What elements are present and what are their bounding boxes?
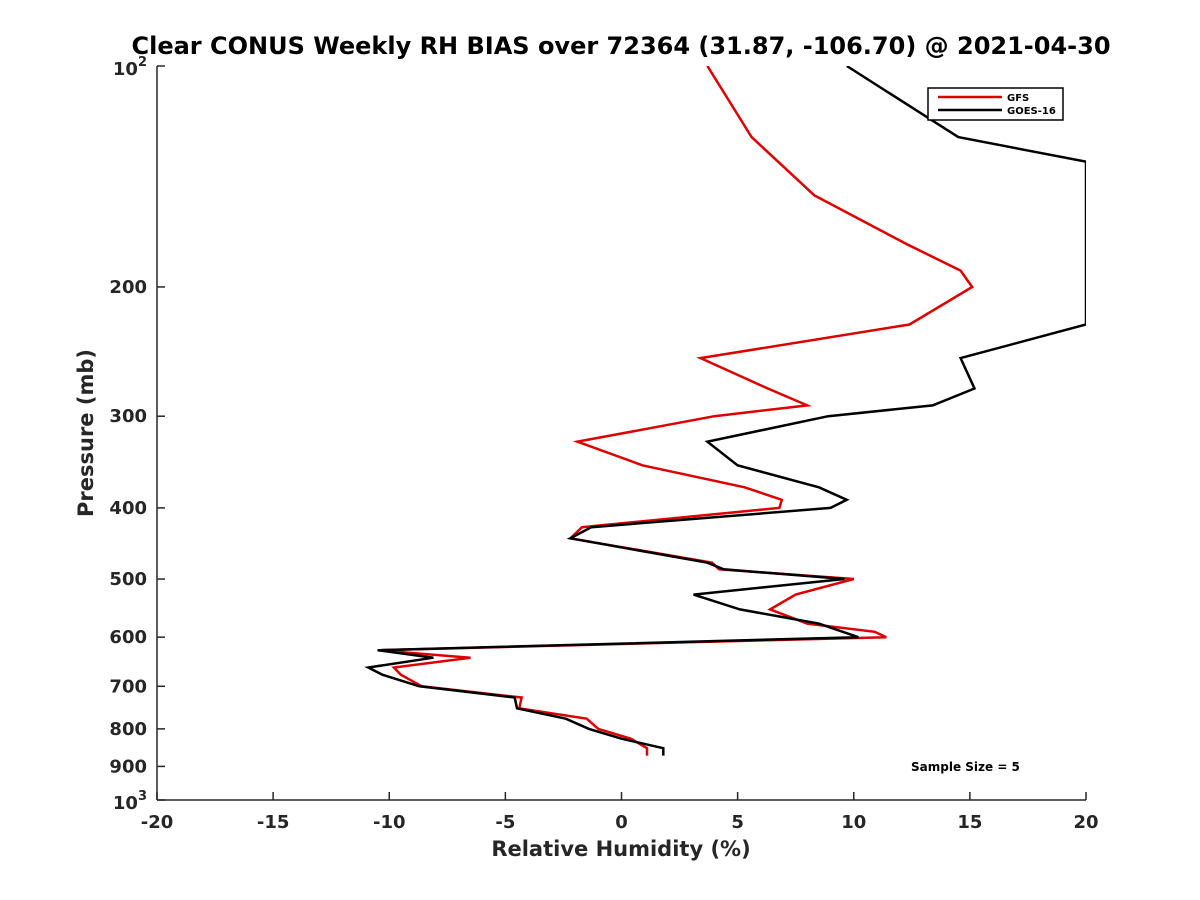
- x-tick-label: 15: [957, 812, 982, 833]
- y-tick-base: 10: [113, 59, 138, 80]
- x-ticks: -20 -15 -10 -5 0 5 10 15 20: [141, 792, 1099, 833]
- legend-label: GFS: [1007, 93, 1029, 104]
- y-tick-label: 103: [113, 789, 147, 814]
- sample-size-annotation: Sample Size = 5: [911, 760, 1020, 774]
- plot-area: [364, 66, 1086, 756]
- y-axis-label: Pressure (mb): [74, 349, 98, 517]
- y-tick-label: 900: [109, 756, 147, 777]
- y-tick-label: 600: [109, 627, 147, 648]
- x-tick-label: -15: [257, 812, 290, 833]
- legend-box: [927, 87, 1064, 121]
- y-tick-label: 500: [109, 569, 147, 590]
- x-tick-label: 0: [615, 812, 628, 833]
- chart-title: Clear CONUS Weekly RH BIAS over 72364 (3…: [131, 32, 1110, 60]
- legend: GFS GOES-16: [927, 87, 1064, 121]
- x-axis-label: Relative Humidity (%): [491, 837, 750, 861]
- legend-label: GOES-16: [1007, 106, 1056, 117]
- x-tick-label: 5: [731, 812, 744, 833]
- y-tick-label: 300: [109, 406, 147, 427]
- x-tick-label: -20: [141, 812, 174, 833]
- y-tick-label: 400: [109, 498, 147, 519]
- y-tick-label: 102: [113, 55, 147, 80]
- y-tick-label: 700: [109, 676, 147, 697]
- x-tick-label: 20: [1073, 812, 1098, 833]
- x-tick-label: -10: [373, 812, 406, 833]
- y-tick-exponent: 2: [138, 55, 147, 70]
- y-tick-base: 10: [113, 793, 138, 814]
- y-tick-exponent: 3: [138, 789, 147, 804]
- series-line-goes-16: [364, 66, 1086, 756]
- y-tick-label: 200: [109, 277, 147, 298]
- x-tick-label: -5: [495, 812, 515, 833]
- series-group: [364, 66, 1086, 756]
- x-tick-label: 10: [841, 812, 866, 833]
- y-tick-label: 800: [109, 719, 147, 740]
